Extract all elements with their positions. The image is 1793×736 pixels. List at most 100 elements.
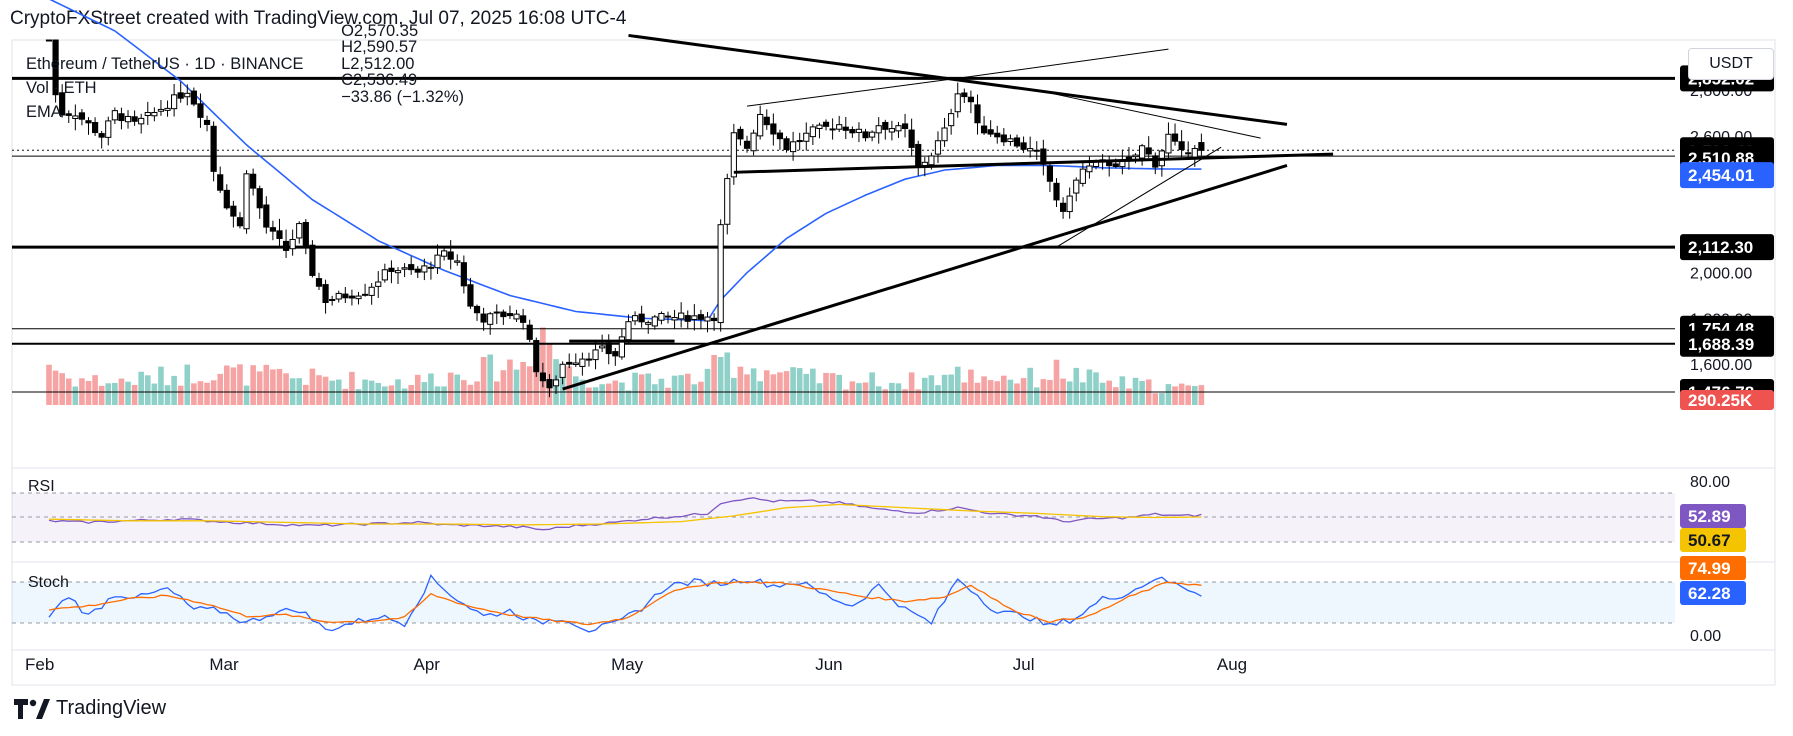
candle-down: [526, 324, 533, 340]
volume-bar: [711, 354, 717, 405]
stoch-label[interactable]: Stoch: [28, 574, 69, 591]
volume-bar: [652, 384, 658, 405]
volume-bar: [823, 372, 829, 405]
volume-bar: [1178, 383, 1185, 405]
volume-bar: [1027, 367, 1033, 405]
candle-down: [697, 314, 705, 320]
stoch-k-line: [48, 573, 1202, 633]
volume-indicator-label[interactable]: Vol · ETH: [26, 78, 97, 97]
chart-legend: Ethereum / TetherUS · 1D · BINANCE O2,57…: [26, 23, 474, 124]
rsi-label[interactable]: RSI: [28, 478, 55, 495]
candle-up: [138, 117, 145, 125]
volume-bar: [731, 377, 737, 405]
candle-up: [105, 120, 112, 138]
close-value: C2,536.49: [341, 71, 418, 90]
candle-up: [329, 298, 336, 301]
candle-down: [388, 267, 395, 272]
time-axis: Feb Mar Apr May Jun Jul Aug: [25, 655, 1247, 674]
volume-bar: [691, 384, 698, 405]
candle-down: [493, 311, 500, 314]
volume-bar: [197, 381, 204, 405]
candle-down: [203, 119, 211, 125]
candle-down: [710, 317, 718, 322]
volume-bar: [1185, 385, 1192, 405]
volume-bar: [777, 372, 783, 405]
candle-down: [348, 295, 356, 299]
candle-down: [500, 311, 507, 318]
candle-up: [572, 362, 579, 365]
candle-down: [994, 132, 1001, 138]
volume-bar: [467, 384, 474, 405]
volume-bar: [428, 373, 434, 405]
volume-bar: [151, 383, 158, 405]
volume-bar: [421, 382, 428, 405]
volume-bar: [349, 371, 355, 405]
candle-down: [276, 230, 283, 239]
symbol-label[interactable]: Ethereum / TetherUS · 1D · BINANCE: [26, 54, 304, 73]
volume-bar: [684, 373, 691, 405]
indicator-badge: [1680, 581, 1746, 605]
candle-down: [901, 123, 909, 129]
ema-indicator-label[interactable]: EMA: [26, 102, 62, 121]
volume-bar: [474, 381, 480, 405]
candle-down: [190, 90, 197, 105]
price-badges: 2,852.022,536.4903:51:102,510.882,454.01…: [1680, 65, 1774, 605]
candle-up: [954, 93, 961, 113]
price-badge-label: 2,112.30: [1688, 238, 1753, 257]
candle-down: [1013, 137, 1021, 147]
candles: [45, 39, 1205, 398]
candle-down: [1020, 142, 1027, 150]
candle-up: [790, 141, 797, 153]
volume-bar: [355, 389, 362, 405]
volume-bar: [981, 376, 987, 405]
candle-down: [256, 188, 263, 209]
volume-bar: [836, 374, 842, 405]
candle-down: [65, 113, 72, 116]
candle-down: [210, 125, 217, 172]
volume-bar: [849, 381, 856, 405]
candle-down: [737, 128, 744, 140]
candle-down: [849, 129, 856, 134]
candle-up: [157, 108, 165, 112]
horizontal-levels: [12, 76, 1675, 393]
candle-down: [236, 217, 244, 227]
time-axis-label: Aug: [1217, 655, 1247, 674]
candle-up: [1027, 148, 1034, 152]
price-badge-label: 1,688.39: [1688, 335, 1754, 354]
quote-unit-button[interactable]: USDT: [1688, 48, 1774, 80]
volume-bar: [790, 367, 796, 405]
indicator-badge: [1680, 504, 1746, 528]
volume-bar: [263, 364, 270, 405]
candle-down: [1171, 133, 1179, 142]
volume-bar: [434, 386, 441, 405]
candle-down: [1185, 152, 1192, 155]
candle-up: [401, 267, 408, 270]
tradingview-brand: TradingView: [14, 697, 166, 720]
volume-bar: [889, 382, 895, 405]
rsi-tick-label: 80.00: [1690, 474, 1730, 491]
ema-line: [49, 0, 1202, 322]
candle-up: [394, 270, 402, 274]
price-badge-level: [1680, 330, 1774, 357]
volume-bar: [1119, 376, 1126, 405]
volume-bar: [842, 389, 849, 405]
candle-down: [309, 244, 316, 276]
candle-up: [124, 115, 132, 123]
volume-bar: [309, 368, 316, 405]
candle-up: [803, 132, 810, 142]
candle-up: [368, 286, 375, 296]
volume-bar: [586, 387, 592, 405]
volume-bar: [954, 366, 961, 405]
trendline-channel-extension-thin: [970, 48, 1169, 77]
volume-bar: [85, 380, 92, 405]
candle-up: [1191, 148, 1198, 158]
volume-bar: [513, 369, 520, 405]
candle-down: [842, 126, 849, 131]
volume-bar: [230, 367, 237, 405]
volume-bar: [59, 373, 65, 405]
candle-down: [98, 133, 105, 138]
candle-up: [1079, 168, 1086, 184]
candle-up: [836, 124, 843, 130]
candle-down: [269, 227, 276, 232]
